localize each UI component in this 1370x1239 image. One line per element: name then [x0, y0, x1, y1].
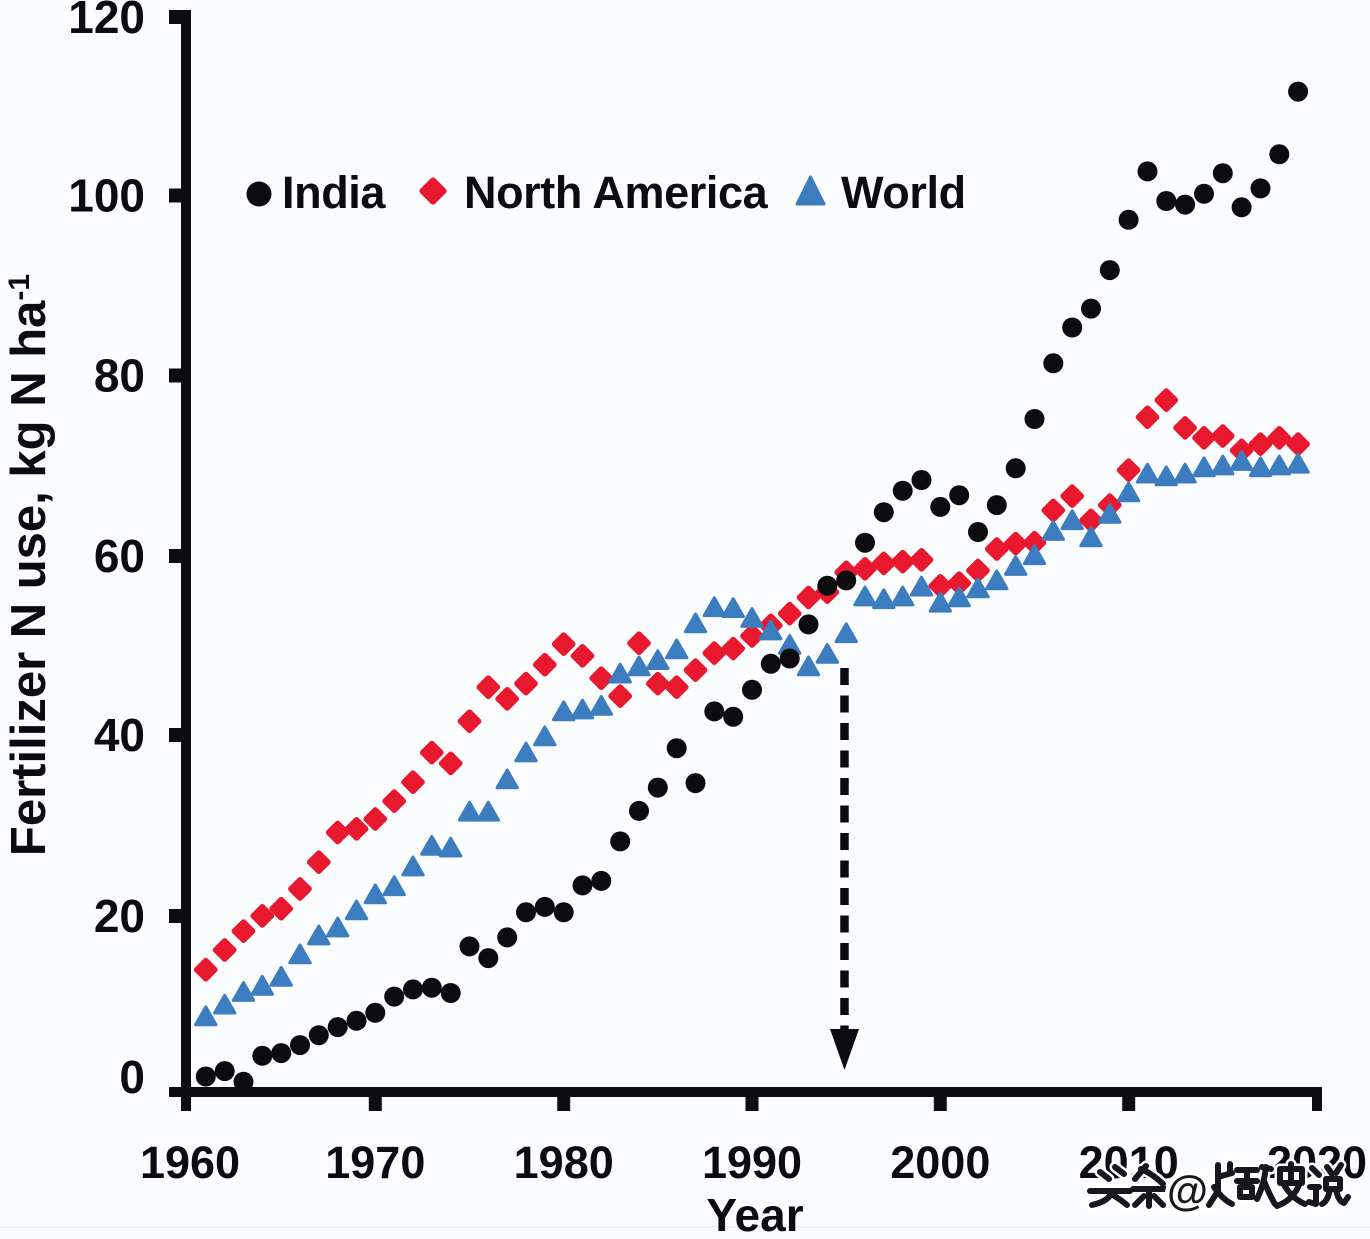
- svg-text:100: 100: [68, 170, 145, 222]
- svg-text:1990: 1990: [702, 1137, 802, 1188]
- svg-text:World: World: [841, 167, 966, 218]
- svg-text:1970: 1970: [325, 1137, 425, 1188]
- svg-text:80: 80: [94, 350, 145, 402]
- svg-text:40: 40: [94, 709, 145, 761]
- svg-text:2000: 2000: [890, 1137, 990, 1188]
- svg-text:Fertilizer N use, kg N ha-1: Fertilizer N use, kg N ha-1: [2, 274, 56, 856]
- svg-text:1960: 1960: [140, 1137, 240, 1188]
- svg-text:1980: 1980: [514, 1137, 614, 1188]
- svg-text:North America: North America: [464, 167, 769, 218]
- svg-text:0: 0: [119, 1051, 145, 1103]
- svg-text:Year: Year: [706, 1189, 803, 1234]
- svg-text:@: @: [1167, 1167, 1208, 1214]
- svg-text:India: India: [282, 167, 386, 218]
- svg-text:120: 120: [68, 0, 145, 43]
- svg-text:20: 20: [94, 890, 145, 942]
- svg-text:60: 60: [94, 530, 145, 582]
